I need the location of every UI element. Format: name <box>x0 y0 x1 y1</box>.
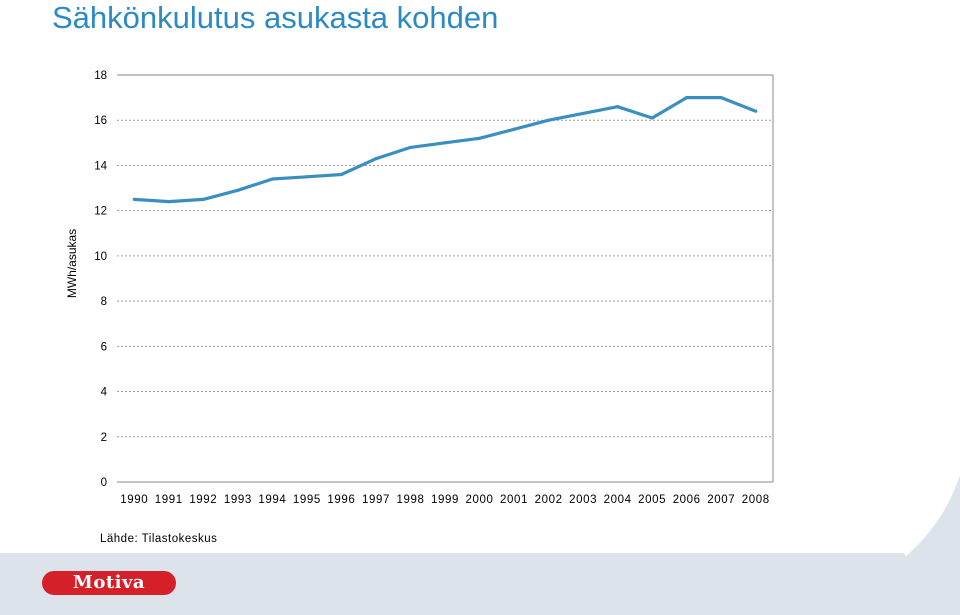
data-point-2007 <box>719 96 723 100</box>
x-tick-label-1995: 1995 <box>293 494 321 506</box>
data-point-1993 <box>236 188 240 192</box>
x-tick-label-1992: 1992 <box>189 494 217 506</box>
x-tick-label-2005: 2005 <box>638 494 666 506</box>
data-point-2003 <box>581 111 585 116</box>
motiva-logo: Motiva <box>42 571 176 595</box>
x-tick-label-1993: 1993 <box>224 494 252 506</box>
y-tick-label-12: 12 <box>94 206 107 218</box>
x-tick-label-1998: 1998 <box>396 494 424 506</box>
x-tick-label-2004: 2004 <box>604 494 632 506</box>
y-tick-label-18: 18 <box>94 70 107 82</box>
y-tick-label-16: 16 <box>94 115 107 127</box>
data-point-1995 <box>305 175 309 179</box>
x-tick-label-2007: 2007 <box>707 494 735 506</box>
y-tick-label-2: 2 <box>101 432 107 444</box>
data-point-2000 <box>477 136 482 140</box>
data-point-1990 <box>132 197 136 201</box>
x-tick-label-1994: 1994 <box>258 494 286 506</box>
x-tick-label-1991: 1991 <box>155 494 183 506</box>
data-point-1991 <box>167 200 171 204</box>
data-point-1999 <box>443 141 447 145</box>
data-point-2005 <box>650 116 654 120</box>
x-tick-label-2000: 2000 <box>466 494 494 506</box>
x-tick-label-1996: 1996 <box>327 494 355 506</box>
y-tick-label-4: 4 <box>101 387 108 399</box>
x-tick-label-1997: 1997 <box>362 494 390 506</box>
x-tick-label-2008: 2008 <box>742 494 770 506</box>
data-point-1994 <box>270 177 274 181</box>
x-tick-label-1999: 1999 <box>431 494 459 506</box>
data-point-1992 <box>201 197 205 201</box>
x-tick-label-2006: 2006 <box>673 494 701 506</box>
y-tick-label-14: 14 <box>94 160 107 172</box>
data-point-2006 <box>685 96 689 100</box>
y-tick-label-8: 8 <box>101 296 107 308</box>
y-tick-label-0: 0 <box>101 477 107 489</box>
x-tick-label-2003: 2003 <box>569 494 597 506</box>
data-point-2002 <box>546 118 551 122</box>
data-point-1998 <box>408 145 413 149</box>
y-tick-label-10: 10 <box>94 251 107 263</box>
x-tick-label-1990: 1990 <box>120 494 148 506</box>
data-point-1996 <box>339 172 344 177</box>
source-note: Lähde: Tilastokeskus <box>100 533 218 545</box>
y-axis-label: MWh/asukas <box>65 229 79 298</box>
data-point-2008 <box>754 109 758 113</box>
chart-title: Sähkönkulutus asukasta kohden <box>52 0 499 35</box>
data-point-2004 <box>616 105 620 109</box>
data-point-2001 <box>512 127 516 131</box>
x-tick-label-2001: 2001 <box>500 494 528 506</box>
y-tick-label-6: 6 <box>101 341 107 353</box>
data-point-1997 <box>374 157 378 161</box>
x-tick-label-2002: 2002 <box>535 494 563 506</box>
